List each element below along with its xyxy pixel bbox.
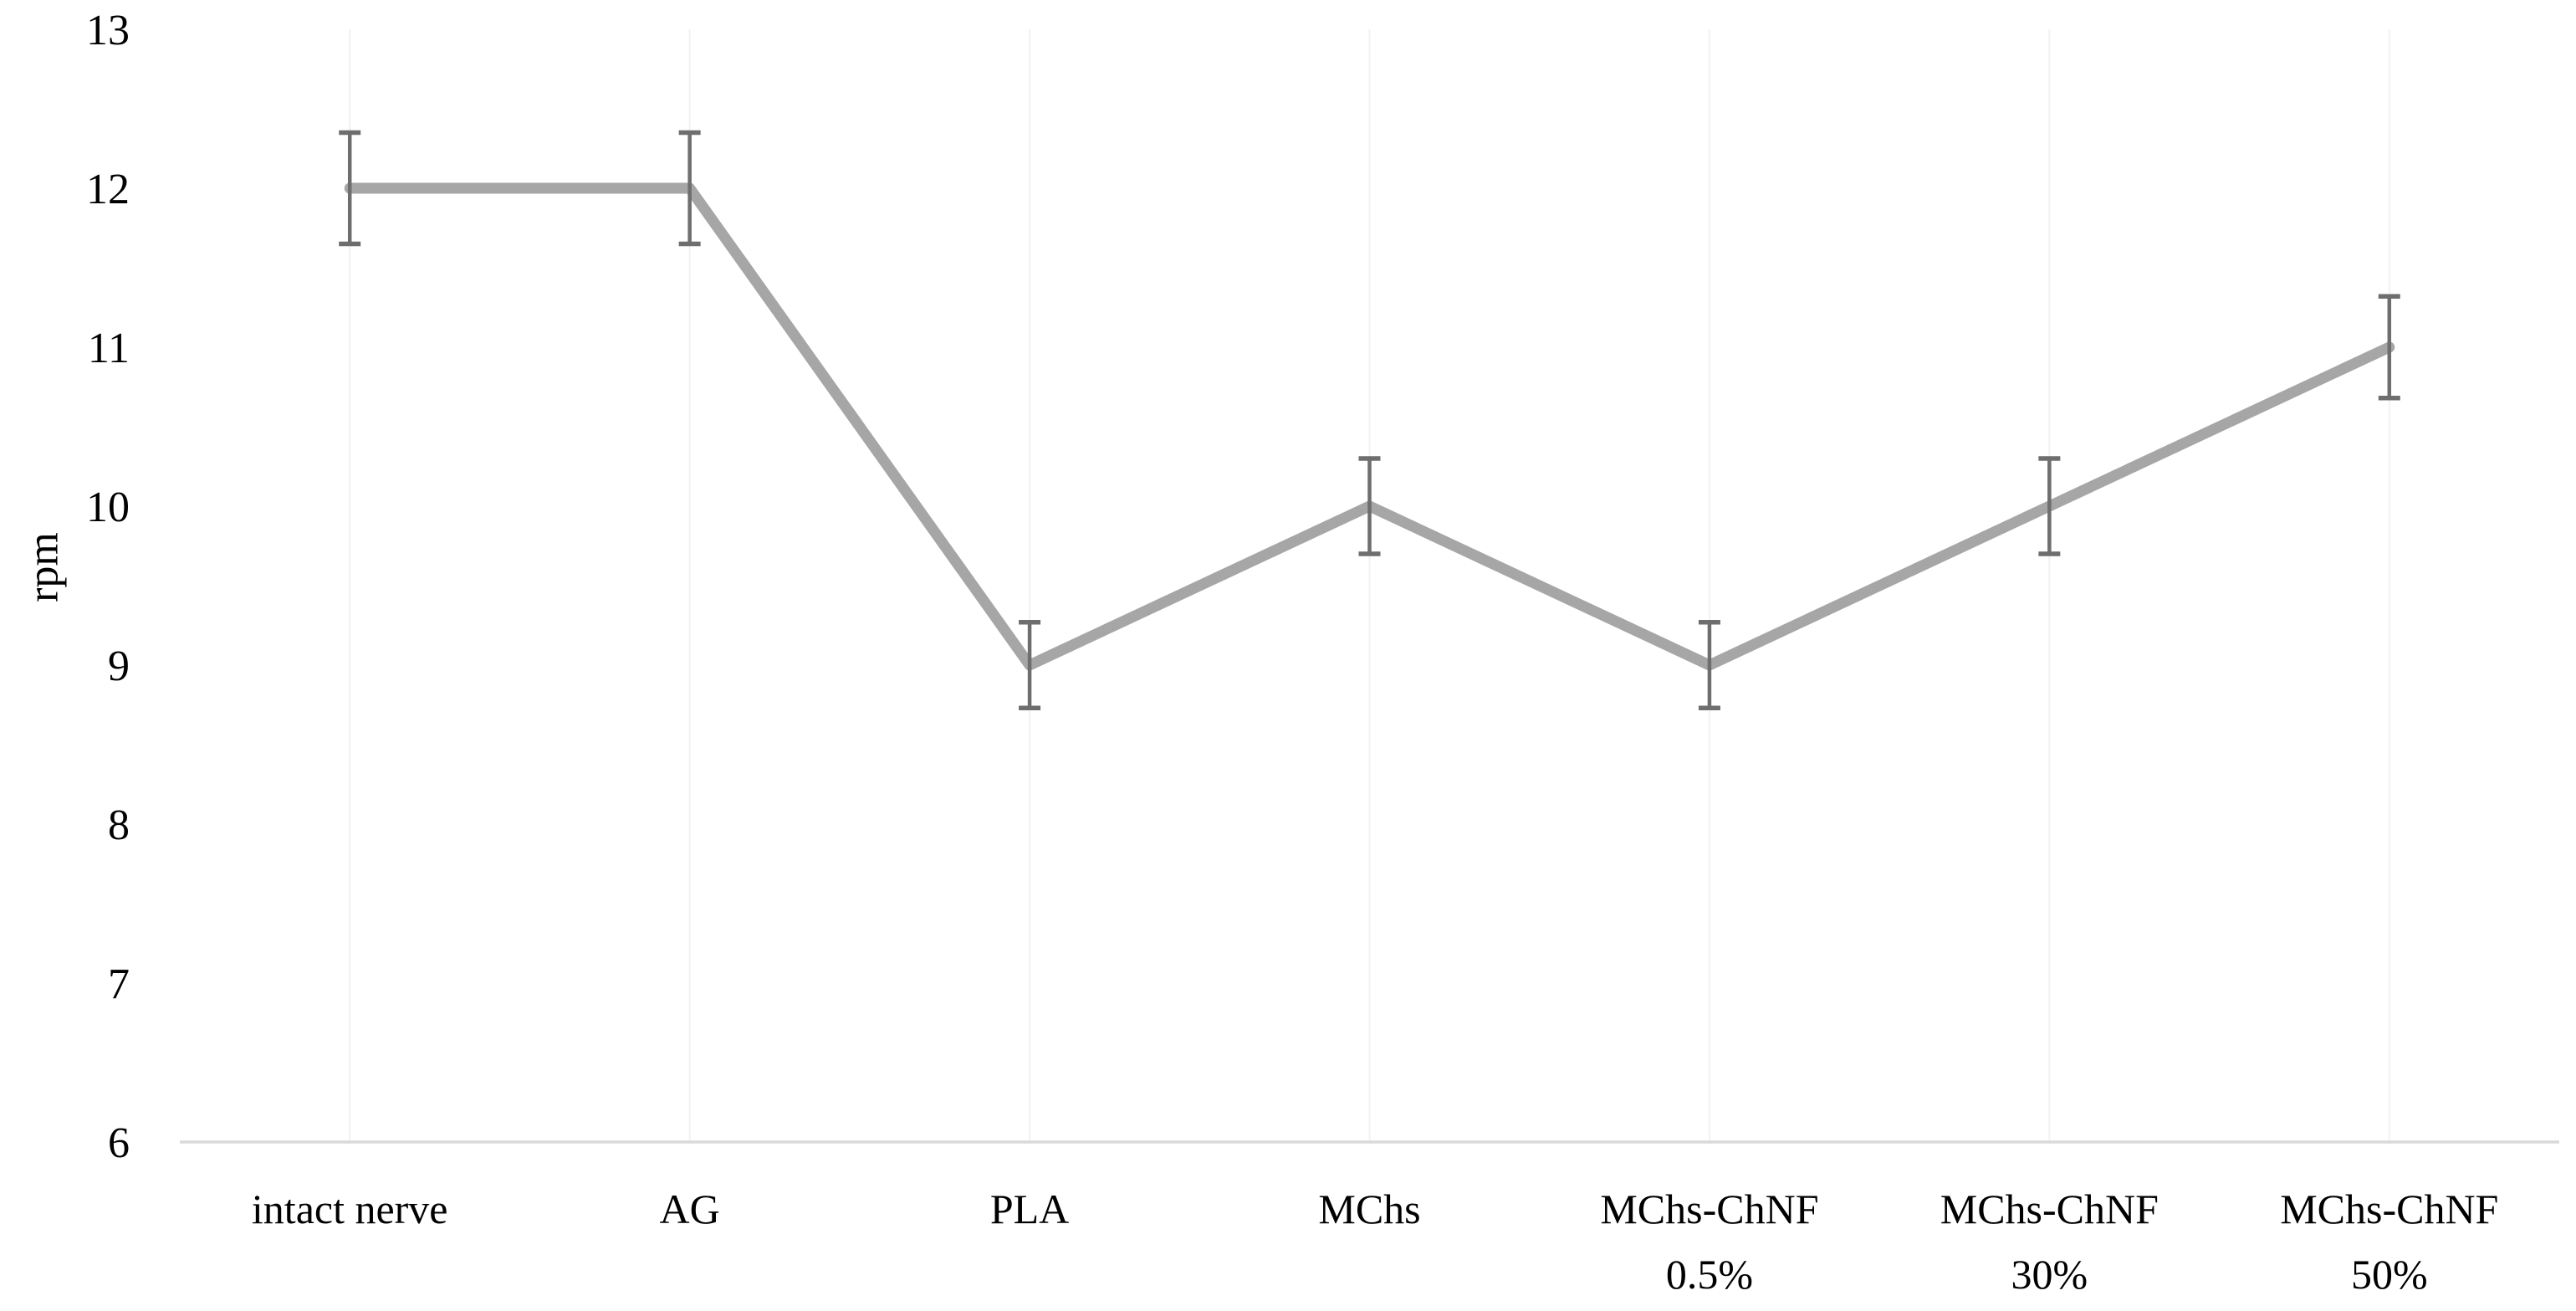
y-tick-label: 13 <box>86 7 130 54</box>
x-tick-label: MChs <box>1318 1186 1420 1232</box>
y-tick-label: 8 <box>108 801 130 849</box>
x-tick-label: MChs-ChNF <box>1600 1186 1818 1232</box>
y-tick-label: 11 <box>88 325 130 372</box>
x-tick-label: MChs-ChNF <box>2280 1186 2498 1232</box>
x-tick-label: PLA <box>990 1186 1069 1232</box>
y-tick-label: 6 <box>108 1119 130 1167</box>
y-tick-label: 7 <box>108 960 130 1008</box>
y-tick-label: 9 <box>108 643 130 690</box>
x-tick-label: 30% <box>2011 1251 2088 1298</box>
y-tick-label: 10 <box>86 484 130 531</box>
x-tick-label: AG <box>660 1186 720 1232</box>
x-tick-label: MChs-ChNF <box>1940 1186 2159 1232</box>
x-tick-label: intact nerve <box>252 1186 448 1232</box>
x-tick-label: 50% <box>2351 1251 2428 1298</box>
y-tick-label: 12 <box>86 166 130 213</box>
x-tick-label: 0.5% <box>1666 1251 1753 1298</box>
y-axis-title: rpm <box>19 532 68 602</box>
